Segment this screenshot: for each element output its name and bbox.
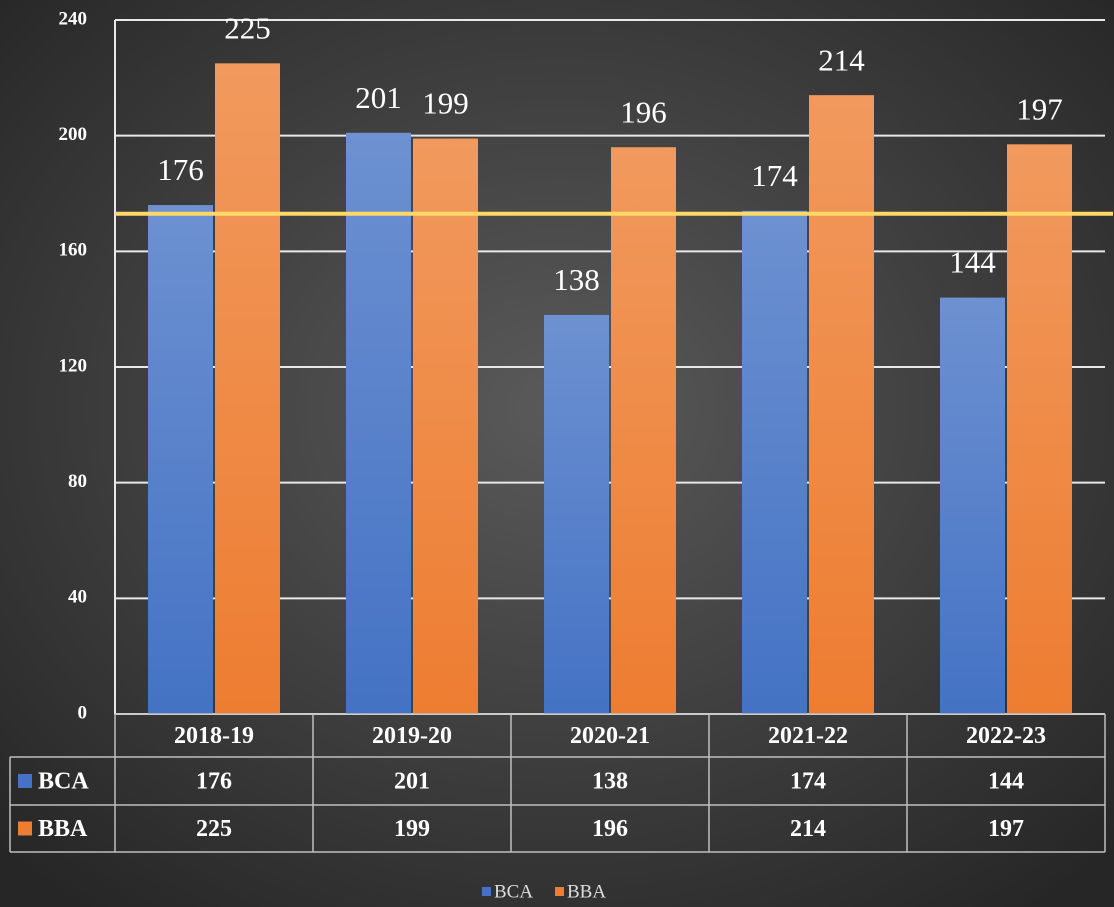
table-cell: 174: [790, 769, 826, 795]
legend-label: BCA: [494, 881, 533, 902]
y-tick-label: 160: [59, 240, 88, 261]
y-tick-label: 240: [59, 8, 88, 29]
table-key: [18, 821, 32, 836]
data-label: 199: [422, 86, 469, 121]
bar-shine: [611, 147, 676, 714]
y-tick-label: 200: [59, 124, 88, 145]
bar-shine: [1007, 144, 1072, 714]
x-tick-label: 2018-19: [174, 723, 254, 749]
data-label: 174: [751, 158, 798, 193]
bar-shine: [742, 210, 807, 714]
table-cell: 196: [592, 816, 628, 842]
legend-key: [482, 887, 491, 896]
bar-shine: [148, 205, 213, 715]
x-tick-label: 2021-22: [768, 723, 848, 749]
data-label: 197: [1016, 91, 1063, 126]
y-tick-label: 40: [68, 587, 87, 608]
y-tick-label: 0: [78, 702, 88, 723]
data-label: 138: [553, 262, 600, 297]
data-label: 144: [949, 245, 996, 280]
table-cell: 225: [196, 816, 232, 842]
table-row-label: BBA: [38, 816, 88, 842]
table-cell: 138: [592, 769, 628, 795]
y-tick-label: 120: [59, 355, 88, 376]
data-label: 196: [620, 94, 667, 129]
legend-label: BBA: [567, 881, 606, 902]
bar-shine: [809, 95, 874, 714]
table-row-label: BCA: [38, 769, 89, 795]
bar-shine: [940, 297, 1005, 714]
data-label: 225: [224, 10, 271, 45]
table-key: [18, 774, 32, 788]
table-cell: 144: [988, 769, 1024, 795]
x-tick-label: 2020-21: [570, 723, 650, 749]
table-cell: 199: [394, 816, 430, 842]
bar-shine: [544, 314, 609, 714]
table-cell: 176: [196, 769, 232, 795]
bar-shine: [215, 63, 280, 714]
table-cell: 214: [790, 816, 826, 842]
legend-key: [555, 887, 564, 896]
data-label: 201: [355, 80, 402, 115]
bar-shine: [346, 132, 411, 714]
x-tick-label: 2022-23: [966, 723, 1046, 749]
table-cell: 201: [394, 769, 430, 795]
bar-shine: [413, 138, 478, 714]
y-tick-label: 80: [68, 471, 87, 492]
data-label: 176: [157, 152, 204, 187]
data-label: 214: [818, 42, 865, 77]
table-cell: 197: [988, 816, 1024, 842]
x-tick-label: 2019-20: [372, 723, 452, 749]
